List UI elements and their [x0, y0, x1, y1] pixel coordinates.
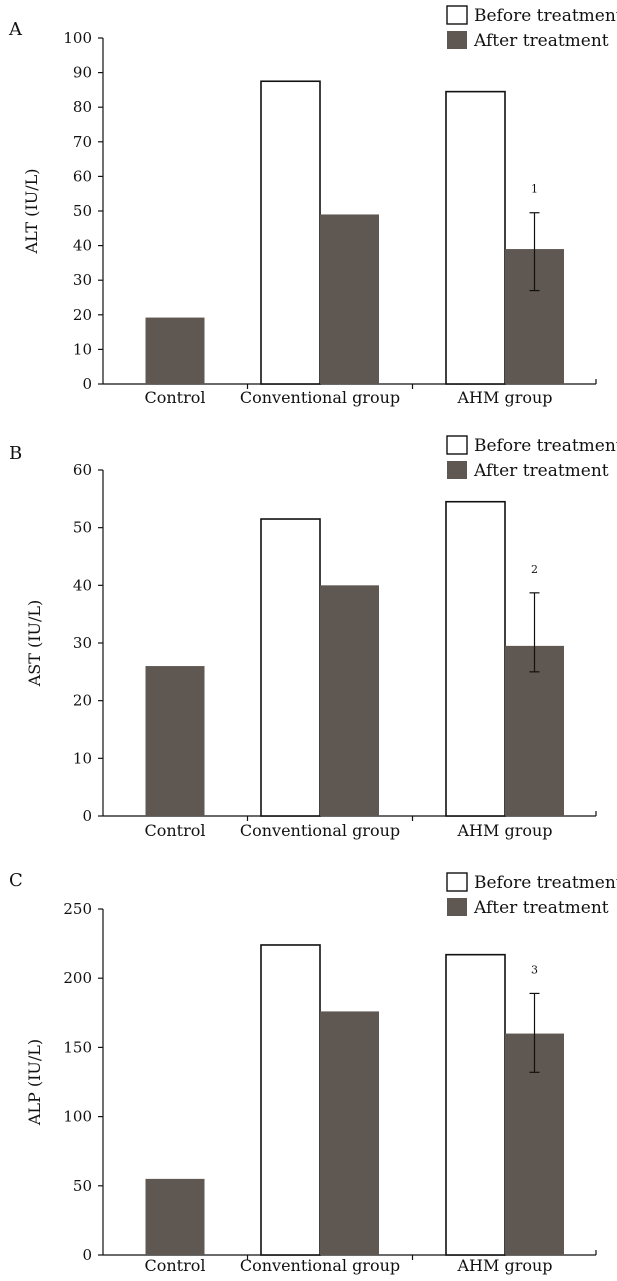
- y-tick-label: 60: [73, 167, 92, 185]
- bar-after-treatment: [145, 317, 205, 384]
- y-tick-label: 60: [73, 461, 92, 479]
- legend-swatch: [446, 872, 468, 892]
- y-tick-label: 50: [73, 202, 92, 220]
- legend-label: After treatment: [473, 31, 609, 51]
- legend-label: Before treatment: [474, 6, 617, 26]
- chart-svg-a: A 0 10 20 30 40 50 60 70 80 90 100 ALT (IU/L) Control…: [8, 5, 617, 407]
- significance-mark: 3: [531, 963, 538, 976]
- legend-swatch: [446, 5, 468, 25]
- y-tick-label: 70: [73, 133, 92, 151]
- bar-before-treatment: [445, 90, 506, 385]
- y-axis-title: ALT (IU/L): [22, 169, 41, 255]
- bar-after-treatment: [320, 214, 379, 384]
- y-tick-label: 200: [63, 969, 92, 987]
- y-tick-label: 100: [63, 1108, 92, 1126]
- x-category-label: AHM group: [456, 1256, 552, 1275]
- bar-before-treatment: [445, 500, 506, 817]
- x-category-label: AHM group: [456, 388, 552, 407]
- bar-after-treatment: [145, 666, 205, 816]
- legend-swatch: [447, 31, 467, 49]
- legend-label: Before treatment: [474, 873, 617, 893]
- legend-swatch: [447, 461, 467, 479]
- x-category-label: Control: [144, 821, 205, 840]
- chart-panel-b: B 0 10 20 30 40 50 60 AST (IU/L) Control Conventio…: [0, 426, 617, 854]
- x-category-label: Conventional group: [240, 1256, 400, 1275]
- y-tick-label: 30: [73, 634, 92, 652]
- significance-mark: 1: [531, 183, 538, 196]
- bar-before-treatment: [260, 80, 321, 385]
- panel-letter: A: [8, 19, 23, 40]
- y-tick-label: 0: [82, 807, 92, 825]
- y-tick-label: 90: [73, 64, 92, 82]
- legend-swatch: [446, 435, 468, 455]
- y-tick-label: 30: [73, 271, 92, 289]
- bar-after-treatment: [145, 1178, 205, 1255]
- x-category-label: Control: [144, 388, 205, 407]
- legend-label: Before treatment: [474, 436, 617, 456]
- chart-panel-a: A 0 10 20 30 40 50 60 70 80 90 100 ALT (IU/L) Control…: [0, 0, 617, 426]
- y-tick-label: 0: [82, 1246, 92, 1264]
- x-category-label: Conventional group: [240, 821, 400, 840]
- chart-svg-c: C 0 50 100 150 200 250 ALP (IU/L) Control Convent…: [9, 870, 617, 1275]
- bar-before-treatment: [260, 944, 321, 1256]
- y-tick-label: 250: [63, 900, 92, 918]
- chart-svg-b: B 0 10 20 30 40 50 60 AST (IU/L) Control Conventio…: [9, 435, 617, 840]
- legend-swatch: [447, 898, 467, 916]
- y-tick-label: 10: [73, 340, 92, 358]
- y-tick-label: 80: [73, 98, 92, 116]
- y-axis-title: AST (IU/L): [25, 600, 44, 688]
- y-tick-label: 40: [73, 576, 92, 594]
- x-category-label: AHM group: [456, 821, 552, 840]
- y-tick-label: 40: [73, 237, 92, 255]
- bar-after-treatment: [320, 585, 379, 816]
- y-tick-label: 150: [63, 1038, 92, 1056]
- y-tick-label: 10: [73, 749, 92, 767]
- y-axis-title: ALP (IU/L): [25, 1039, 44, 1126]
- x-category-label: Control: [144, 1256, 205, 1275]
- panel-letter: B: [9, 443, 22, 464]
- y-tick-label: 50: [73, 519, 92, 537]
- legend-label: After treatment: [473, 898, 609, 918]
- panel-letter: C: [9, 870, 23, 891]
- y-tick-label: 20: [73, 692, 92, 710]
- bar-before-treatment: [445, 953, 506, 1256]
- y-tick-label: 0: [82, 375, 92, 393]
- bar-after-treatment: [505, 645, 564, 816]
- y-tick-label: 100: [63, 29, 92, 47]
- y-tick-label: 20: [73, 306, 92, 324]
- bar-after-treatment: [320, 1011, 379, 1255]
- x-category-label: Conventional group: [240, 388, 400, 407]
- significance-mark: 2: [531, 563, 538, 576]
- chart-panel-c: C 0 50 100 150 200 250 ALP (IU/L) Control Convent…: [0, 854, 617, 1281]
- legend-label: After treatment: [473, 461, 609, 481]
- bar-before-treatment: [260, 518, 321, 817]
- y-tick-label: 50: [73, 1177, 92, 1195]
